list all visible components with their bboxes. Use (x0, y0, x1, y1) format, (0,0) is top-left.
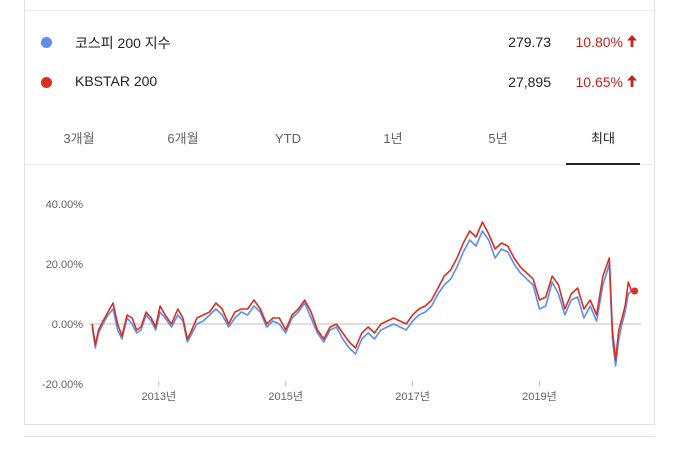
x-tick-label: 2019년 (522, 390, 557, 403)
security-value: 279.73 (508, 34, 551, 50)
security-name: KBSTAR 200 (75, 73, 158, 89)
security-name: 코스피 200 지수 (75, 35, 171, 51)
tab-1-year[interactable]: 1년 (383, 131, 403, 146)
y-tick-label: -20.00% (42, 379, 83, 391)
y-tick-label: 40.00% (46, 199, 84, 211)
series-color-dot (41, 77, 52, 88)
security-change: 10.80% (575, 34, 623, 50)
divider (24, 436, 655, 437)
x-tick-label: 2013년 (141, 390, 176, 403)
divider (25, 10, 654, 11)
tab-max-label: 최대 (591, 131, 615, 146)
stock-comparison-card: 코스피 200 지수 279.73 10.80% KBSTAR 200 27,8… (24, 0, 655, 425)
security-change: 10.65% (575, 74, 623, 90)
tab-5-years[interactable]: 5년 (488, 131, 508, 146)
time-range-tabs: 3개월 6개월 YTD 1년 5년 최대 (25, 118, 654, 165)
tab-ytd[interactable]: YTD (275, 131, 301, 146)
y-tick-label: 20.00% (46, 259, 84, 271)
series-end-marker (631, 287, 639, 295)
series-color-dot (41, 37, 52, 48)
x-tick-label: 2017년 (395, 390, 430, 403)
arrow-up-icon (627, 75, 637, 87)
tab-6-months[interactable]: 6개월 (167, 131, 199, 146)
series-line-kospi200 (91, 230, 636, 367)
security-value: 27,895 (508, 74, 551, 90)
x-tick-label: 2015년 (268, 390, 303, 403)
price-chart[interactable]: 40.00% 20.00% 0.00% -20.00% 2013년 2015년 2017년 2… (25, 164, 655, 424)
arrow-up-icon (627, 35, 637, 47)
series-line-kbstar200 (91, 221, 635, 361)
security-row[interactable]: 코스피 200 지수 279.73 10.80% (25, 27, 654, 57)
tab-3-months[interactable]: 3개월 (63, 131, 95, 146)
y-tick-label: 0.00% (52, 319, 83, 331)
tab-max[interactable]: 최대 (566, 118, 640, 165)
security-row[interactable]: KBSTAR 200 27,895 10.65% (25, 67, 654, 97)
active-tab-indicator (566, 163, 640, 165)
